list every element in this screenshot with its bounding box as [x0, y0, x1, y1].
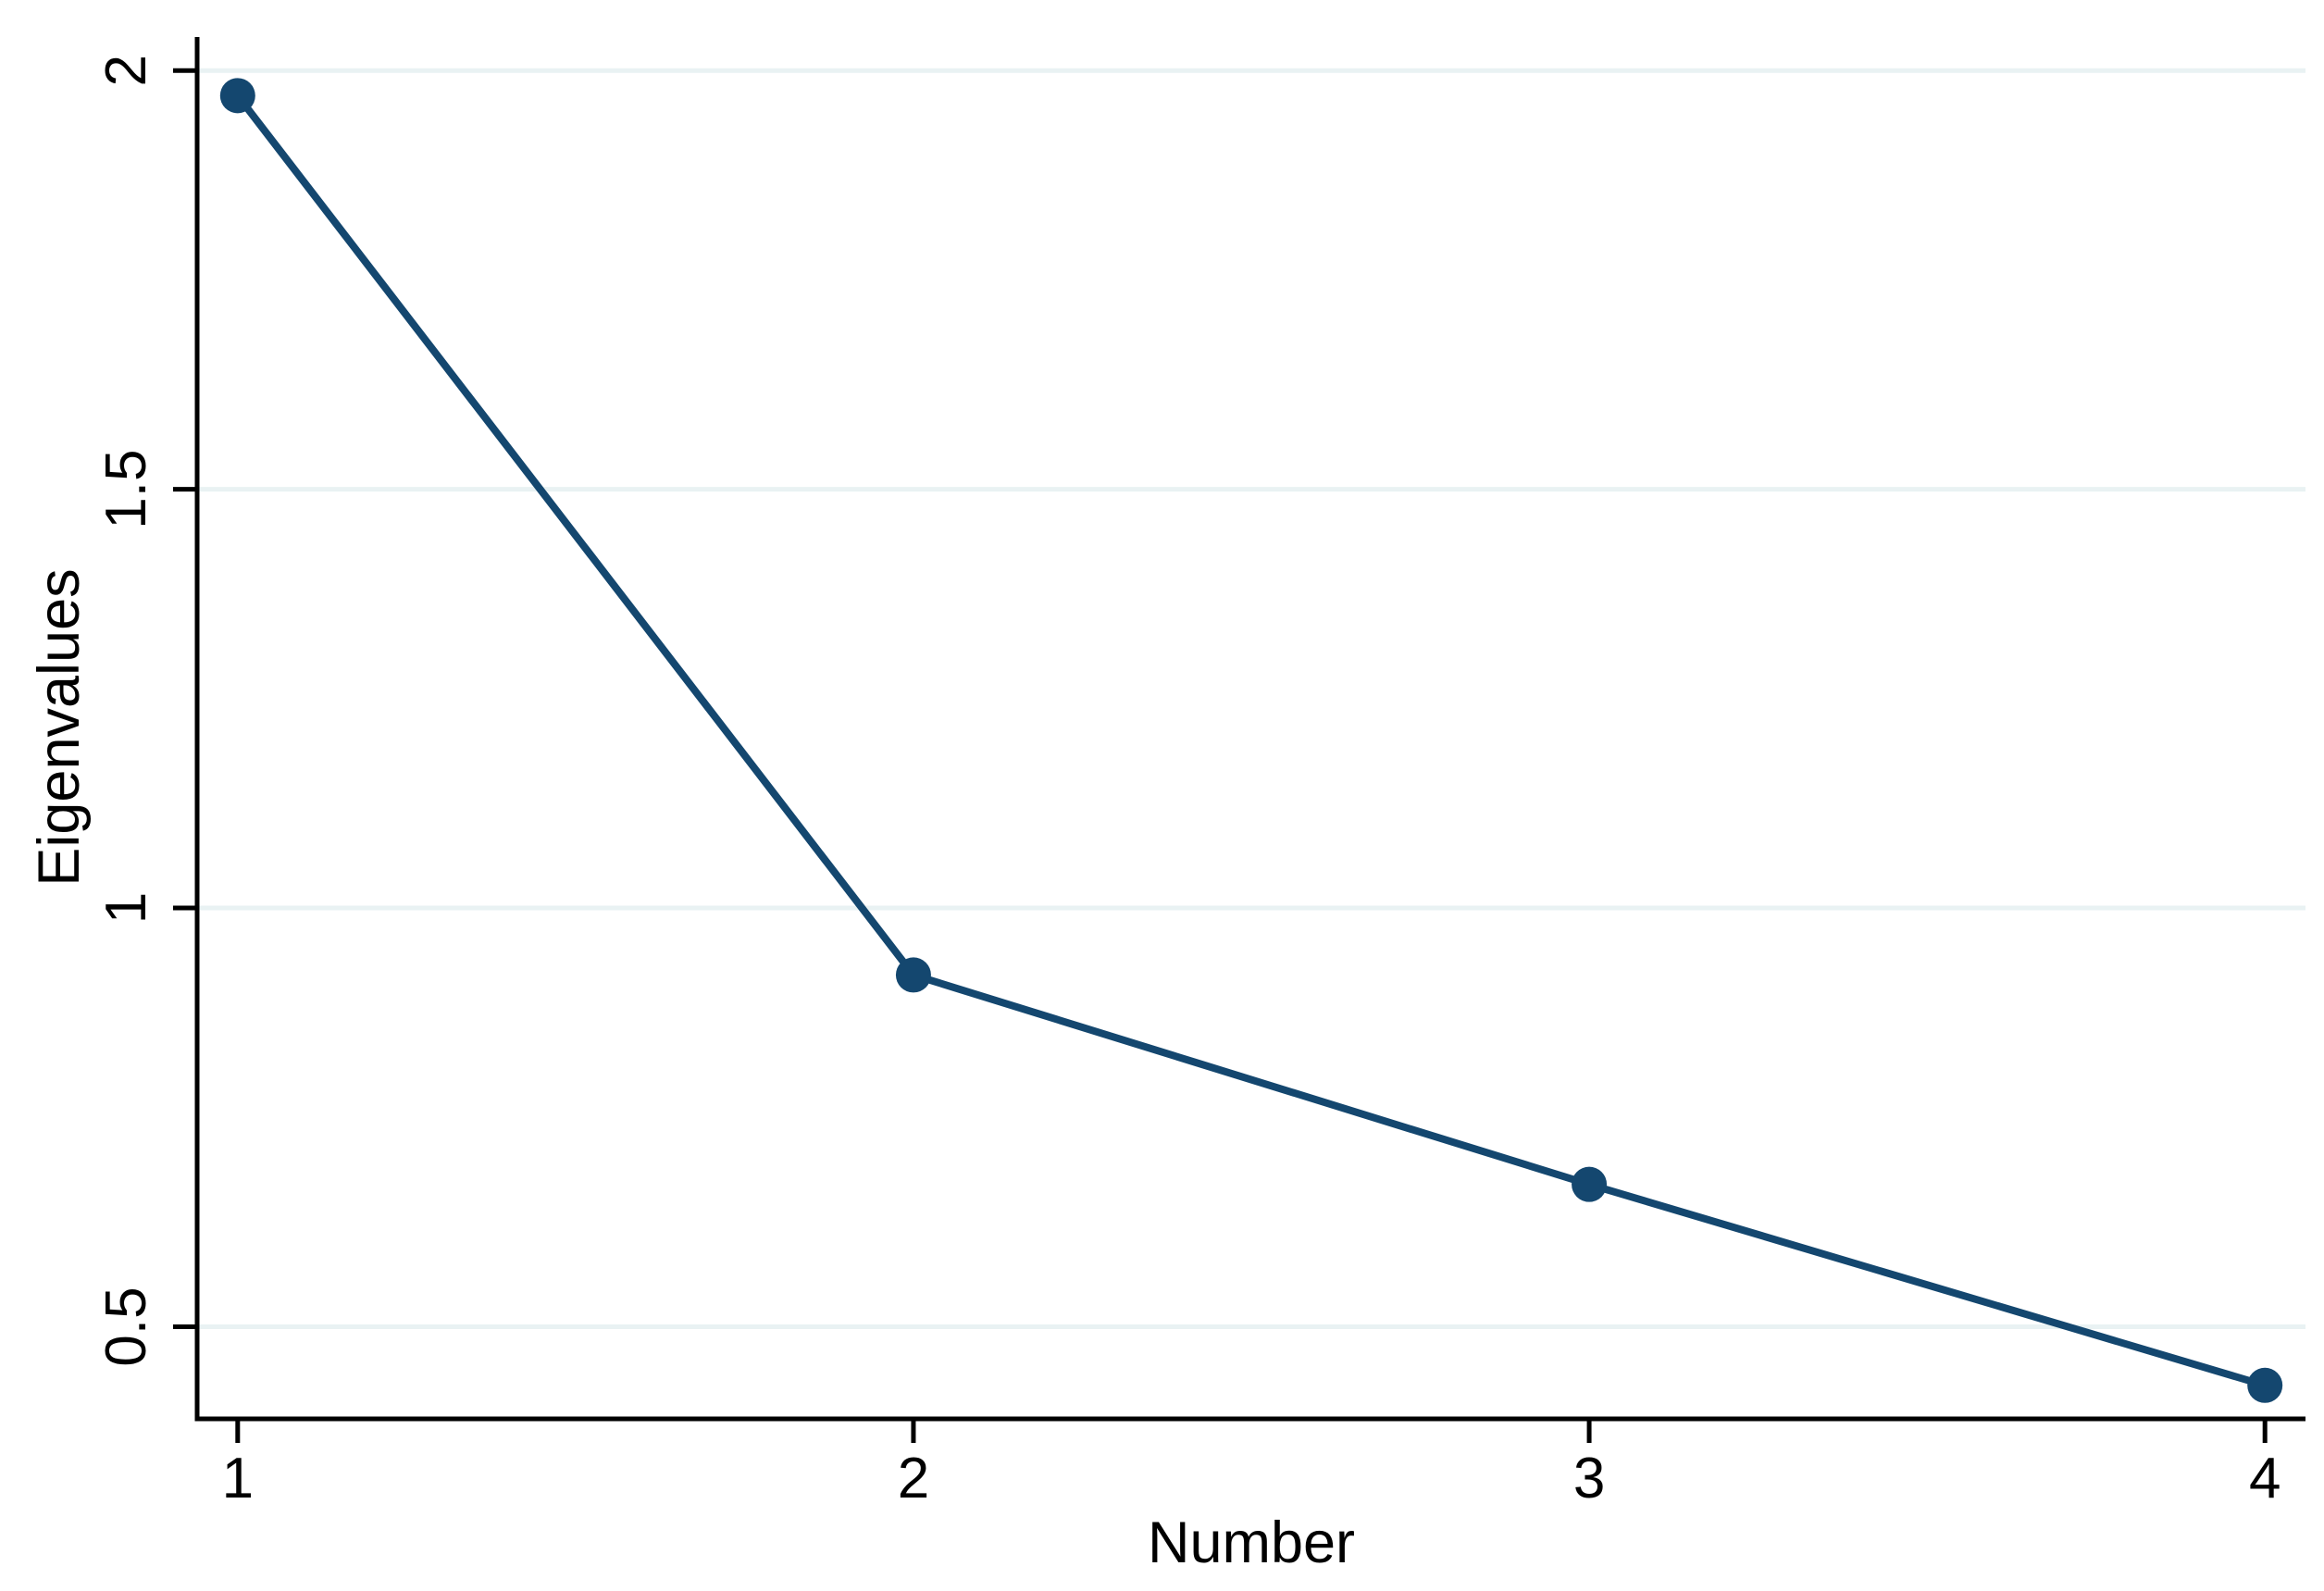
- data-point: [219, 78, 255, 114]
- x-tick-label: 4: [2249, 1447, 2281, 1510]
- y-tick-label: 0.5: [94, 1286, 158, 1366]
- x-tick-label: 1: [222, 1447, 254, 1510]
- x-tick-label: 2: [898, 1447, 929, 1510]
- y-tick-label: 1: [94, 892, 158, 924]
- y-tick-label: 2: [94, 55, 158, 86]
- x-axis-title: Number: [1148, 1510, 1355, 1575]
- data-point: [1572, 1166, 1608, 1202]
- y-axis-title: Eigenvalues: [27, 568, 92, 886]
- chart-layer: 0.5 1 1.5 2 1 2 3 4: [94, 37, 2305, 1510]
- y-tick-label: 1.5: [94, 450, 158, 529]
- data-line: [234, 93, 2267, 1389]
- data-point: [895, 957, 931, 993]
- x-tick-label: 3: [1573, 1447, 1605, 1510]
- data-point: [2247, 1367, 2283, 1403]
